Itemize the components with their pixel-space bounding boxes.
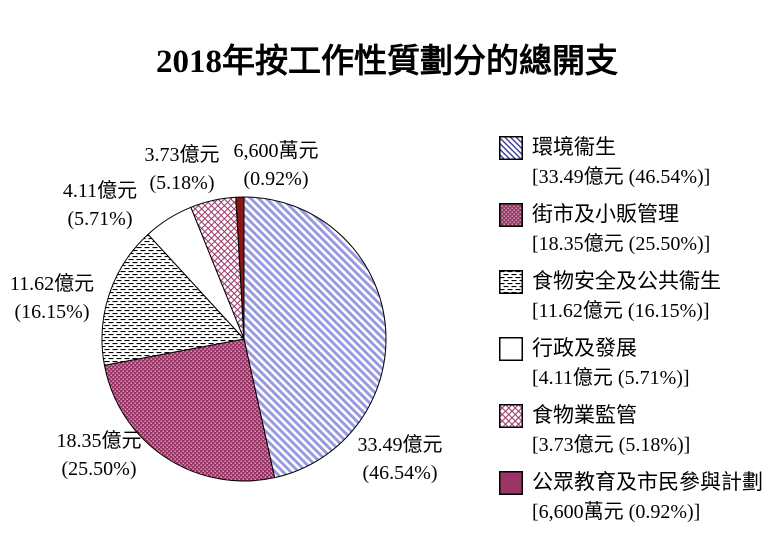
legend-value: [11.62億元 (16.15%)] (532, 300, 710, 322)
pie-label-value: 6,600萬元 (233, 140, 319, 162)
pie-label-pct: (25.50%) (61, 458, 137, 480)
legend-item-food-safety-public-health: 食物安全及公共衞生 [11.62億元 (16.15%)] (499, 266, 763, 326)
pie-label-pct: (0.92%) (243, 168, 309, 190)
legend-swatch-solid-icon (499, 471, 523, 495)
pie-label-environmental-hygiene: 33.49億元 (46.54%) (358, 431, 443, 487)
legend-item-food-business-regulation: 食物業監管 [3.73億元 (5.18%)] (499, 400, 763, 460)
legend-swatch-dots-icon (499, 203, 523, 227)
legend-name: 街市及小販管理 (532, 202, 679, 226)
legend-swatch-diagonal-hatch-icon (499, 136, 523, 160)
legend-value: [18.35億元 (25.50%)] (532, 233, 711, 255)
legend-text: 行政及發展 [4.11億元 (5.71%)] (532, 333, 690, 393)
pie-slice-2 (101, 233, 245, 366)
legend-text: 食物安全及公共衞生 [11.62億元 (16.15%)] (532, 266, 721, 326)
pie-label-value: 3.73億元 (144, 144, 220, 166)
legend-value: [33.49億元 (46.54%)] (532, 166, 711, 188)
legend-text: 公眾教育及市民參與計劃 [6,600萬元 (0.92%)] (532, 467, 763, 527)
pie-chart (101, 196, 387, 482)
pie-label-value: 33.49億元 (357, 434, 443, 456)
legend-swatch-plain-icon (499, 337, 523, 361)
legend-name: 環境衞生 (532, 135, 616, 159)
legend: 環境衞生 [33.49億元 (46.54%)] 街市及小販管理 [18.35億元… (499, 132, 763, 527)
legend-text: 街市及小販管理 [18.35億元 (25.50%)] (532, 199, 710, 259)
legend-item-administration-development: 行政及發展 [4.11億元 (5.71%)] (499, 333, 763, 393)
legend-text: 食物業監管 [3.73億元 (5.18%)] (532, 400, 690, 460)
pie-slice-5 (235, 196, 245, 340)
pie-label-pct: (5.18%) (149, 172, 215, 194)
legend-swatch-crosshatch-icon (499, 404, 523, 428)
pie-label-pct: (46.54%) (362, 462, 438, 484)
legend-item-public-education-participation: 公眾教育及市民參與計劃 [6,600萬元 (0.92%)] (499, 467, 763, 527)
legend-item-market-hawker-management: 街市及小販管理 [18.35億元 (25.50%)] (499, 199, 763, 259)
pie-slice-0 (243, 196, 387, 479)
legend-name: 行政及發展 (532, 336, 637, 360)
pie-label-value: 4.11億元 (62, 180, 138, 202)
pie-label-market-hawker-management: 18.35億元 (25.50%) (57, 427, 142, 483)
pie-label-pct: (5.71%) (67, 208, 133, 230)
legend-name: 食物業監管 (532, 403, 637, 427)
legend-value: [3.73億元 (5.18%)] (532, 434, 691, 456)
legend-text: 環境衞生 [33.49億元 (46.54%)] (532, 132, 710, 192)
pie-slice-1 (103, 338, 276, 482)
legend-value: [4.11億元 (5.71%)] (532, 367, 690, 389)
chart-title: 2018年按工作性質劃分的總開支 (156, 44, 618, 80)
pie-label-administration-development: 4.11億元 (5.71%) (63, 177, 137, 233)
legend-swatch-dash-icon (499, 270, 523, 294)
pie-label-public-education-participation: 6,600萬元 (0.92%) (234, 137, 319, 193)
pie-label-value: 11.62億元 (9, 273, 95, 295)
legend-name: 食物安全及公共衞生 (532, 269, 721, 293)
legend-name: 公眾教育及市民參與計劃 (532, 470, 763, 494)
pie-label-food-business-regulation: 3.73億元 (5.18%) (145, 141, 220, 197)
pie-label-pct: (16.15%) (14, 301, 90, 323)
pie-label-value: 18.35億元 (56, 430, 142, 452)
pie-label-food-safety-public-health: 11.62億元 (16.15%) (10, 270, 94, 326)
legend-item-environmental-hygiene: 環境衞生 [33.49億元 (46.54%)] (499, 132, 763, 192)
legend-value: [6,600萬元 (0.92%)] (532, 501, 701, 523)
